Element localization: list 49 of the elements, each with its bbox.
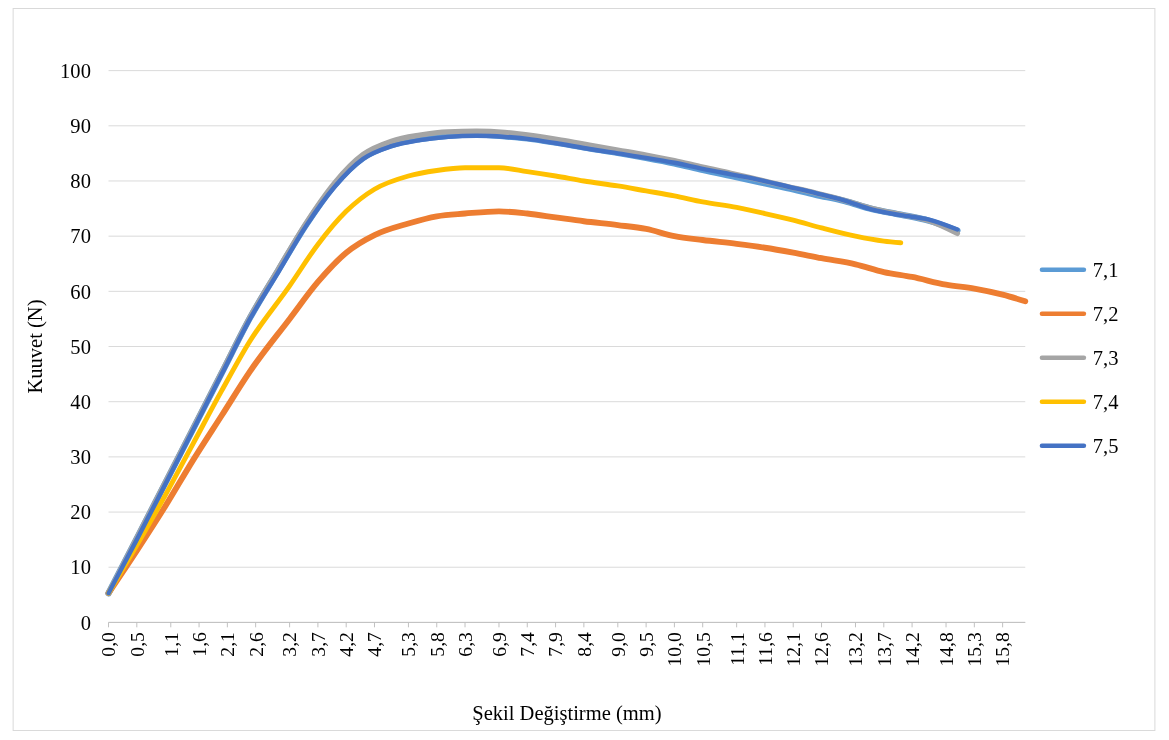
x-tick-label: 3,2: [279, 632, 301, 657]
x-tick-label: 4,2: [336, 632, 358, 657]
x-tick-label: 5,3: [398, 631, 420, 657]
legend-label: 7,3: [1092, 346, 1119, 369]
x-tick-label: 3,7: [307, 631, 329, 657]
y-tick-label: 30: [70, 446, 91, 469]
x-tick-label: 7,9: [545, 632, 567, 657]
x-tick-label: 12,1: [783, 632, 805, 667]
x-tick-label: 11,6: [754, 631, 776, 666]
x-tick-label: 8,4: [573, 631, 595, 657]
legend-label: 7,2: [1092, 302, 1119, 325]
x-tick-label: 15,3: [964, 631, 986, 667]
x-tick-label: 5,8: [426, 631, 448, 657]
y-tick-label: 70: [70, 225, 91, 248]
x-tick-label: 2,6: [245, 631, 267, 657]
x-tick-label: 9,5: [635, 631, 657, 657]
x-tick-label: 14,8: [935, 631, 957, 667]
x-tick-label: 6,9: [488, 632, 510, 657]
y-tick-label: 40: [70, 390, 91, 413]
legend-label: 7,4: [1092, 390, 1119, 413]
y-tick-label: 60: [70, 280, 91, 303]
y-tick-label: 20: [70, 501, 91, 524]
y-tick-label: 10: [70, 556, 91, 579]
y-axis-title: Kuuvet (N): [23, 299, 47, 394]
x-tick-label: 10,0: [664, 631, 686, 667]
x-tick-label: 12,6: [811, 631, 833, 667]
y-tick-label: 0: [80, 611, 91, 634]
x-tick-label: 13,2: [845, 632, 867, 667]
y-tick-label: 90: [70, 114, 91, 137]
x-axis-title: Şekil Değiştirme (mm): [472, 702, 662, 726]
x-tick-label: 11,1: [726, 632, 748, 666]
x-tick-label: 13,7: [873, 631, 895, 667]
y-tick-label: 80: [70, 170, 91, 193]
x-tick-label: 4,7: [364, 631, 386, 657]
y-tick-label: 50: [70, 335, 91, 358]
x-tick-label: 10,5: [692, 631, 714, 667]
x-tick-label: 0,5: [126, 631, 148, 657]
x-tick-label: 1,1: [160, 632, 182, 657]
x-tick-label: 6,3: [454, 631, 476, 657]
x-tick-label: 2,1: [217, 632, 239, 657]
x-tick-label: 0,0: [98, 631, 120, 657]
x-tick-label: 15,8: [992, 631, 1014, 667]
x-tick-label: 7,4: [517, 631, 539, 657]
x-tick-label: 1,6: [188, 631, 210, 657]
x-tick-label: 9,0: [607, 631, 629, 657]
x-tick-label: 14,2: [901, 632, 923, 667]
legend-label: 7,1: [1092, 258, 1119, 281]
legend-label: 7,5: [1092, 435, 1119, 458]
y-tick-label: 100: [60, 59, 91, 82]
